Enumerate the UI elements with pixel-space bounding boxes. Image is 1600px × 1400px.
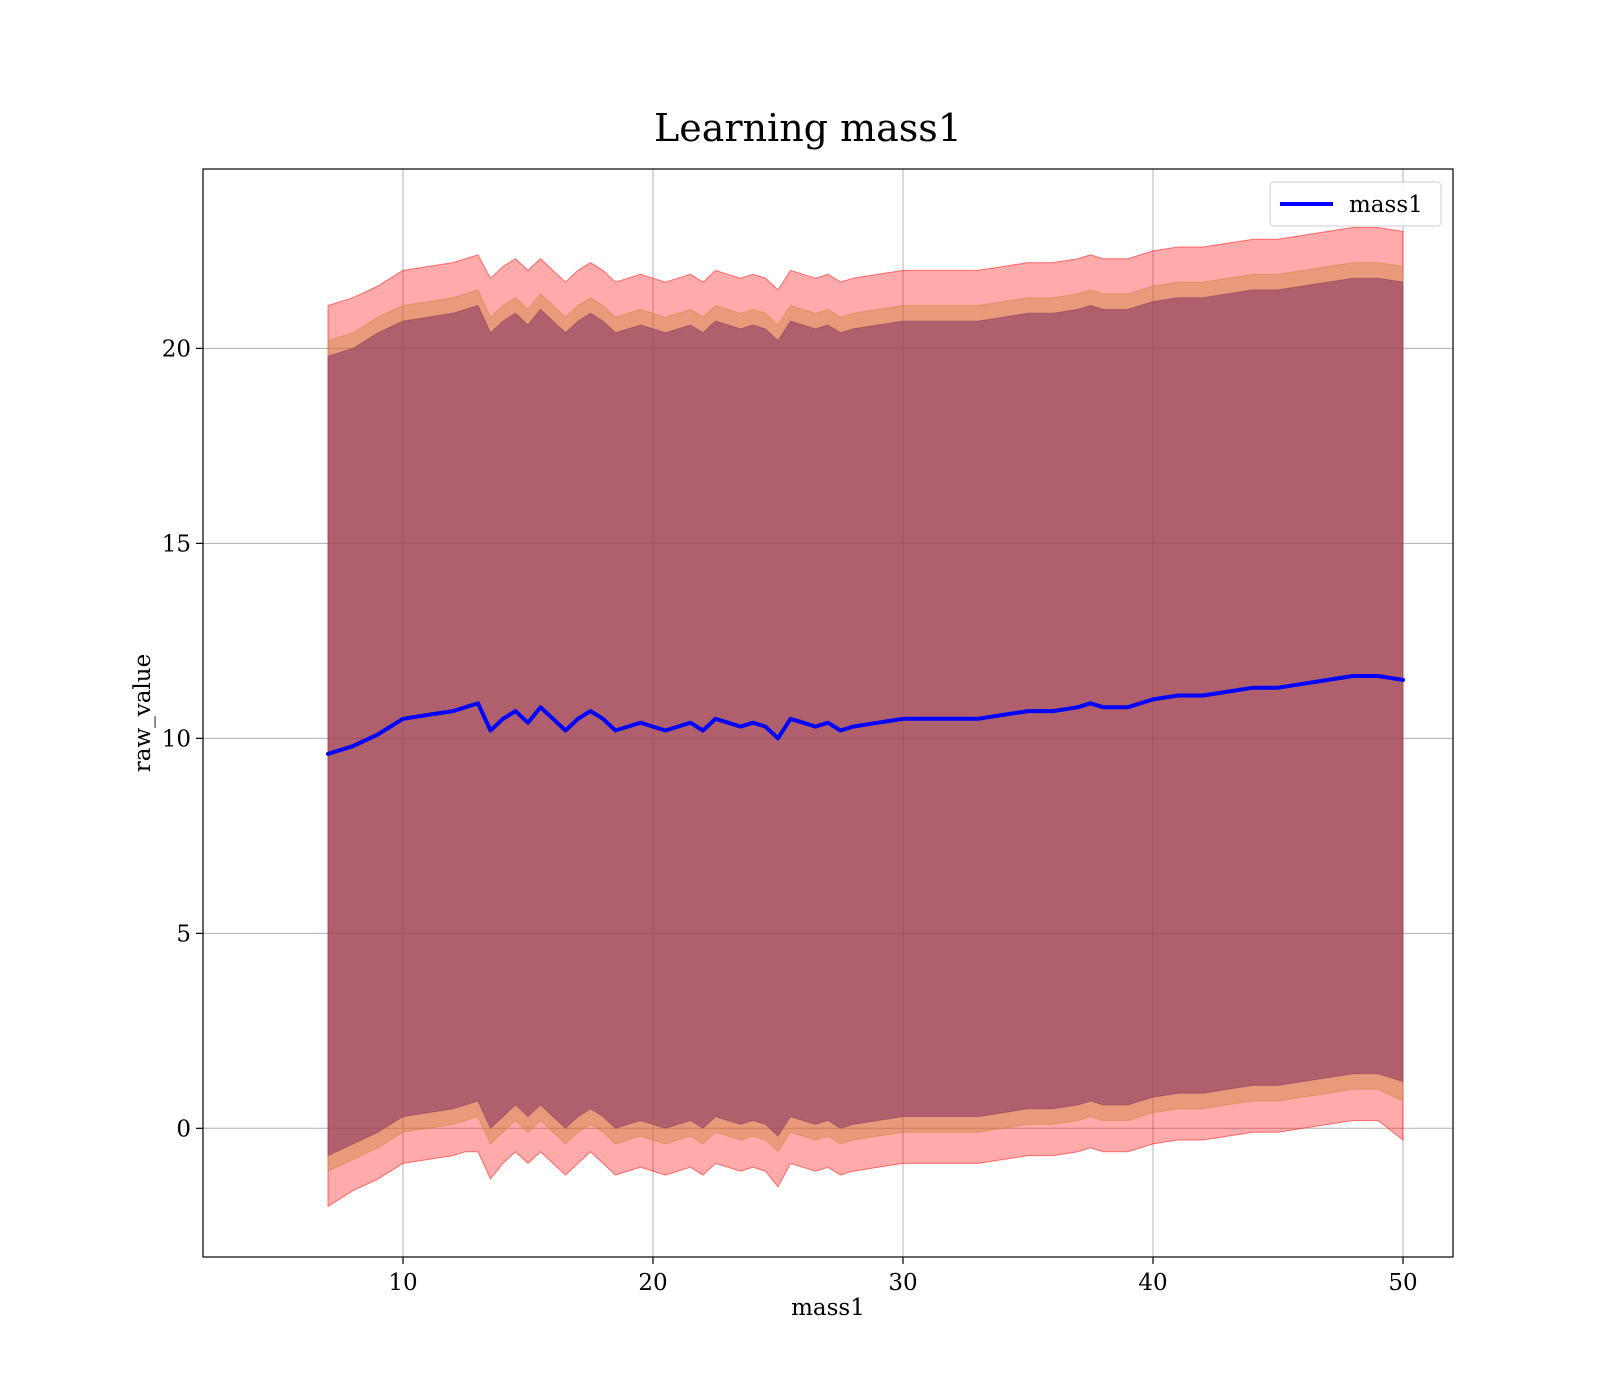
y-tick-label: 5: [176, 921, 191, 947]
x-tick-label: 30: [888, 1270, 917, 1296]
x-tick-label: 10: [388, 1270, 417, 1296]
legend-box: [1269, 181, 1442, 227]
x-tick-label: 20: [638, 1270, 667, 1296]
y-tick-label: 10: [162, 726, 191, 752]
x-tick-label: 40: [1138, 1270, 1167, 1296]
series-line-mass1: [326, 674, 1405, 756]
y-tick-label: 15: [162, 531, 191, 557]
legend-label-mass1: mass1: [1349, 192, 1423, 218]
y-axis-label: raw_value: [130, 654, 156, 772]
chart-title: Learning mass1: [654, 106, 962, 150]
x-axis-ticks: 10 20 30 40 50: [388, 1257, 1418, 1296]
plot-frame: [202, 168, 1454, 1258]
series-lines: [326, 674, 1405, 756]
y-tick-label: 20: [162, 336, 191, 362]
y-axis-ticks: 0 5 10 15 20: [162, 336, 203, 1142]
confidence-bands: [327, 227, 1404, 1208]
legend: mass1: [1269, 181, 1442, 227]
x-tick-label: 50: [1388, 1270, 1417, 1296]
y-tick-label: 0: [176, 1116, 191, 1142]
x-axis-label: mass1: [791, 1295, 865, 1321]
confidence-band-3: [327, 277, 1404, 1157]
